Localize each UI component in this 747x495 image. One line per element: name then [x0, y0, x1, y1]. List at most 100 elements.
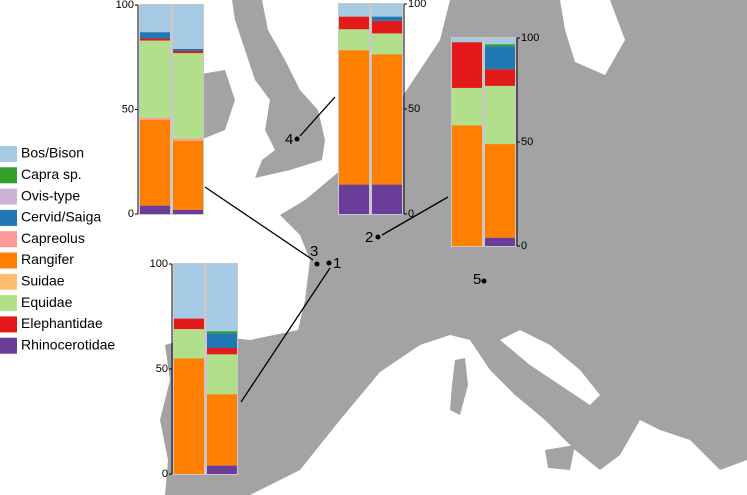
legend: Bos/Bison Capra sp. Ovis-type Cervid/Saiga C… [0, 145, 115, 354]
y-tick-label: 0 [162, 468, 168, 480]
legend-swatch [0, 167, 17, 184]
legend-label: Elephantidae [21, 315, 103, 331]
bar-segment [207, 348, 237, 355]
y-tick-label: 100 [521, 32, 539, 44]
bar-segment [452, 38, 482, 43]
legend-label: Bos/Bison [21, 145, 84, 161]
bar-segment [140, 205, 170, 214]
bar-segment [485, 237, 515, 246]
legend-label: Capra sp. [21, 166, 82, 182]
legend-swatch [0, 231, 17, 248]
bar-segment [372, 33, 402, 55]
bar-segment [207, 354, 237, 395]
legend-swatch [0, 316, 17, 333]
adriatic [500, 330, 600, 405]
legend-swatch [0, 146, 17, 162]
leader-lines [204, 96, 449, 403]
legend-label: Cervid/Saiga [21, 209, 101, 225]
y-tick-label: 50 [521, 136, 533, 148]
bar-segment [485, 38, 515, 45]
site-label: 5 [473, 271, 481, 288]
bar-segment [452, 42, 482, 88]
baltic [560, 0, 625, 75]
leader-line [240, 267, 331, 403]
bar-segment [339, 16, 369, 30]
site-label: 1 [333, 255, 341, 272]
y-tick-label: 50 [408, 103, 420, 115]
bar-segment [485, 44, 515, 47]
legend-label: Rangifer [21, 251, 74, 267]
legend-label: Suidae [21, 273, 65, 289]
bar-segment [140, 38, 170, 41]
bar-segment [140, 119, 170, 206]
bar-segment [140, 40, 170, 118]
bar-segment [452, 125, 482, 246]
bar-segment [140, 32, 170, 39]
y-tick-label: 100 [150, 258, 168, 270]
legend-swatch [0, 188, 17, 205]
islands [450, 358, 575, 470]
legend-swatch [0, 295, 17, 312]
continent [160, 0, 747, 495]
sites: 1 2 3 4 5 [285, 131, 487, 288]
inset-chart: 0 50 100 [116, 0, 204, 220]
site-dot [481, 278, 487, 284]
bar-segment [207, 465, 237, 474]
bar-segment [140, 5, 170, 33]
bar-segment [339, 50, 369, 185]
y-tick-label: 100 [116, 0, 134, 11]
y-tick-label: 0 [408, 208, 414, 220]
bar-segment [173, 48, 203, 51]
bar-segment [339, 29, 369, 51]
bar-segment [173, 50, 203, 54]
leader-line [204, 186, 314, 261]
y-tick-label: 0 [128, 208, 134, 220]
legend-swatch [0, 252, 17, 269]
bar-segment [174, 318, 204, 330]
bar-segment [485, 144, 515, 238]
leader-line [381, 196, 449, 236]
bar-segment [339, 184, 369, 214]
inset-chart: 0 50 100 [451, 32, 539, 252]
island [545, 445, 575, 470]
legend-swatch [0, 337, 17, 354]
bar-segment [207, 331, 237, 334]
legend-label: Rhinocerotidae [21, 336, 115, 352]
bar-segment [174, 329, 204, 359]
site-dot [314, 261, 320, 267]
bar-segment [485, 69, 515, 86]
site-label: 3 [310, 243, 318, 260]
bar-segment [452, 87, 482, 126]
bar-segment [339, 4, 369, 17]
site-label: 4 [285, 131, 293, 148]
inland-seas [250, 0, 747, 495]
y-tick-label: 100 [408, 0, 426, 10]
inset-chart: 0 50 100 [150, 258, 238, 480]
leader-line [299, 96, 336, 137]
bar-segment [173, 53, 203, 139]
bar-segment [372, 54, 402, 185]
bar-segment [174, 264, 204, 319]
bar-segment [485, 46, 515, 70]
legend-label: Equidae [21, 294, 73, 310]
site-label: 2 [365, 229, 373, 246]
bar-segment [372, 20, 402, 34]
bar-segment [173, 209, 203, 214]
bar-segment [372, 184, 402, 214]
inset-chart: 0 50 100 [338, 0, 426, 220]
site-dot [326, 260, 332, 266]
y-tick-label: 50 [122, 103, 134, 115]
bar-segment [372, 4, 402, 17]
mediterranean [250, 335, 747, 495]
bar-segment [140, 117, 170, 120]
bar-segment [173, 5, 203, 49]
charts: 0 50 100 0 50 100 0 50 100 0 50 100 [116, 0, 540, 480]
bar-segment [485, 85, 515, 145]
legend-swatch [0, 209, 17, 226]
legend-label: Capreolus [21, 230, 85, 246]
site-dot [375, 234, 381, 240]
bar-segment [173, 138, 203, 141]
y-tick-label: 50 [156, 363, 168, 375]
site-dot [294, 136, 300, 142]
bar-segment [173, 140, 203, 210]
